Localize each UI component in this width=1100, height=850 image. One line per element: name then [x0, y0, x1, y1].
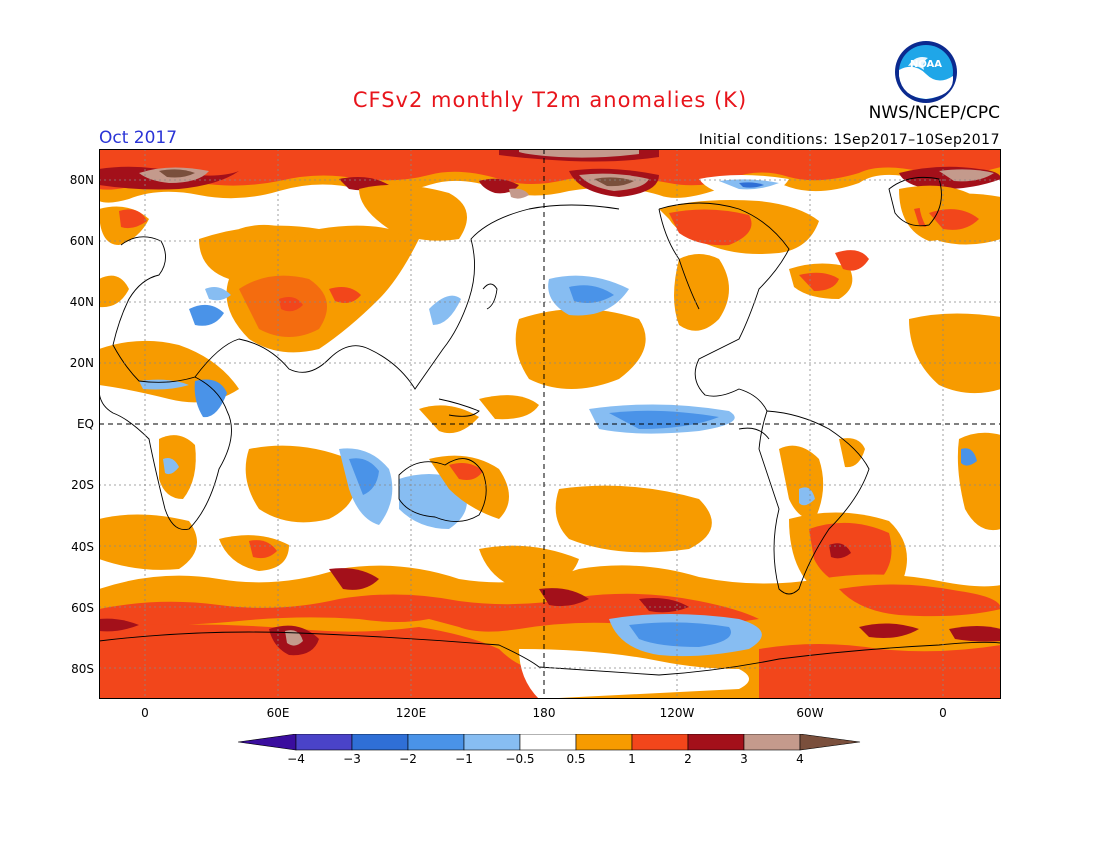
lat-label: EQ — [76, 417, 94, 431]
lat-label: 60N — [69, 234, 94, 248]
lon-label: 120W — [659, 706, 695, 720]
lat-label: 80N — [69, 173, 94, 187]
lon-label: 60W — [796, 706, 824, 720]
lat-label: 80S — [71, 662, 94, 676]
initial-conditions: Initial conditions: 1Sep2017–10Sep2017 — [698, 132, 1000, 148]
lat-label: 40N — [69, 295, 94, 309]
lon-label: 0 — [939, 706, 947, 720]
svg-text:NOAA: NOAA — [910, 59, 942, 70]
colorbar-label: 4 — [796, 752, 804, 766]
lat-label: 20S — [71, 478, 94, 492]
colorbar-label: −1 — [455, 752, 473, 766]
noaa-logo: NOAA — [895, 41, 957, 103]
lat-label: 20N — [69, 356, 94, 370]
lat-label: 40S — [71, 540, 94, 554]
colorbar-label: 2 — [684, 752, 692, 766]
colorbar-label: −3 — [343, 752, 361, 766]
colorbar-label: −4 — [287, 752, 305, 766]
colorbar-label: −2 — [399, 752, 417, 766]
colorbar-label: 0.5 — [566, 752, 586, 766]
lon-label: 120E — [395, 706, 427, 720]
colorbar-label: 3 — [740, 752, 748, 766]
forecast-month: Oct 2017 — [99, 128, 178, 148]
colorbar-label: −0.5 — [505, 752, 535, 766]
colorbar — [238, 734, 861, 751]
lon-label: 60E — [266, 706, 290, 720]
colorbar-label: 1 — [628, 752, 636, 766]
lon-label: 180 — [532, 706, 556, 720]
lon-label: 0 — [141, 706, 149, 720]
agency-label: NWS/NCEP/CPC — [868, 103, 1000, 123]
lat-label: 60S — [71, 601, 94, 615]
map-title: CFSv2 monthly T2m anomalies (K) — [352, 88, 748, 112]
anomaly-map — [99, 149, 1001, 699]
